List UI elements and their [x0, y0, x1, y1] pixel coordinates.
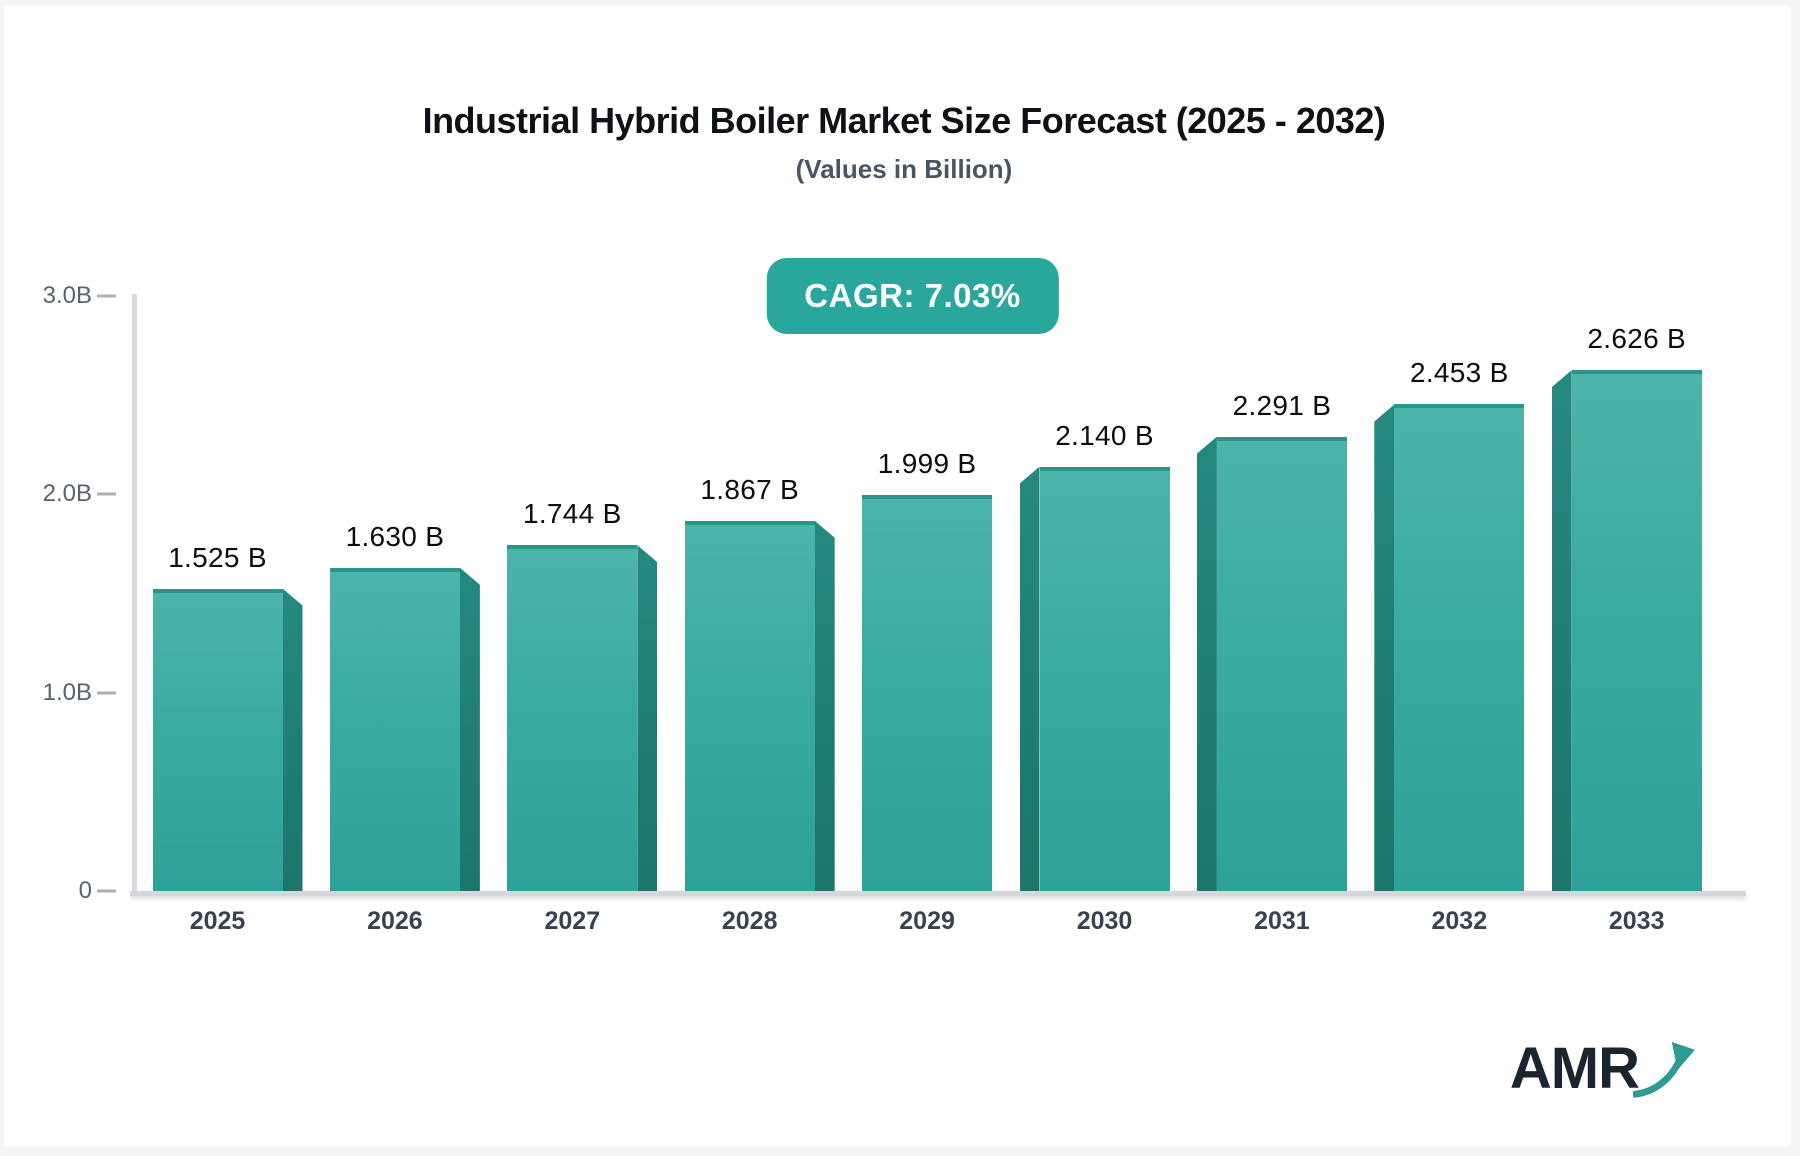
bar-2026	[329, 567, 460, 891]
x-axis-label-2031: 2031	[1254, 907, 1310, 935]
bar-3d-side-2030	[1019, 466, 1040, 891]
y-axis-tick-label: 2.0B	[42, 480, 92, 508]
bar-2029	[862, 494, 993, 891]
bar-3d-side-2031	[1196, 436, 1217, 891]
bar-3d-side-2028	[814, 520, 835, 891]
y-axis-tick-label: 1.0B	[42, 678, 92, 706]
bar-value-label: 1.999 B	[877, 447, 977, 479]
y-axis-tick-mark	[97, 492, 116, 496]
bar-3d-side-2026	[459, 567, 480, 891]
bar-3d-side-2027	[637, 545, 658, 891]
x-axis-label-2025: 2025	[189, 907, 246, 935]
bar-value-label: 2.291 B	[1232, 389, 1332, 421]
bar-value-label: 1.744 B	[522, 498, 622, 530]
x-axis-label-2033: 2033	[1608, 907, 1665, 935]
bar-value-label: 1.867 B	[700, 473, 799, 505]
x-axis-label-2028: 2028	[721, 907, 778, 935]
bar-2033	[1571, 370, 1702, 891]
chart-card: Industrial Hybrid Boiler Market Size For…	[4, 6, 1791, 1146]
bar-value-label: 2.140 B	[1055, 419, 1154, 451]
x-axis-baseline	[130, 891, 1746, 896]
bar-2027	[507, 545, 638, 891]
y-axis-line	[132, 294, 137, 895]
amr-logo: AMR	[1510, 1040, 1695, 1102]
x-axis-label-2032: 2032	[1431, 907, 1488, 935]
y-axis-tick-mark	[97, 294, 116, 298]
x-axis-label-2029: 2029	[899, 907, 955, 935]
chart-subtitle: (Values in Billion)	[795, 154, 1013, 184]
cagr-badge: CAGR: 7.03%	[766, 258, 1059, 334]
bar-3d-side-2033	[1551, 370, 1572, 891]
growth-arrow-icon	[1633, 1041, 1695, 1098]
bar-3d-side-2025	[282, 588, 303, 891]
y-axis-tick-mark	[97, 889, 116, 893]
bar-value-label: 2.626 B	[1587, 323, 1686, 355]
chart-title: Industrial Hybrid Boiler Market Size For…	[422, 100, 1386, 141]
bar-value-label: 2.453 B	[1409, 357, 1509, 389]
bar-2028	[684, 520, 815, 891]
x-axis-label-2026: 2026	[367, 907, 423, 935]
bar-2032	[1394, 404, 1525, 891]
x-axis-label-2027: 2027	[544, 907, 601, 935]
y-axis-tick-label: 3.0B	[42, 282, 92, 309]
bar-3d-side-2032	[1374, 404, 1395, 891]
bar-2031	[1216, 436, 1347, 891]
amr-logo-text: AMR	[1509, 1036, 1640, 1101]
bar-2025	[152, 588, 283, 891]
y-axis-tick-mark	[97, 691, 116, 695]
bar-2030	[1039, 466, 1170, 891]
y-axis-tick-label: 0	[78, 877, 92, 904]
bar-value-label: 1.525 B	[168, 541, 267, 573]
x-axis-label-2030: 2030	[1076, 907, 1133, 935]
bar-value-label: 1.630 B	[345, 520, 445, 552]
